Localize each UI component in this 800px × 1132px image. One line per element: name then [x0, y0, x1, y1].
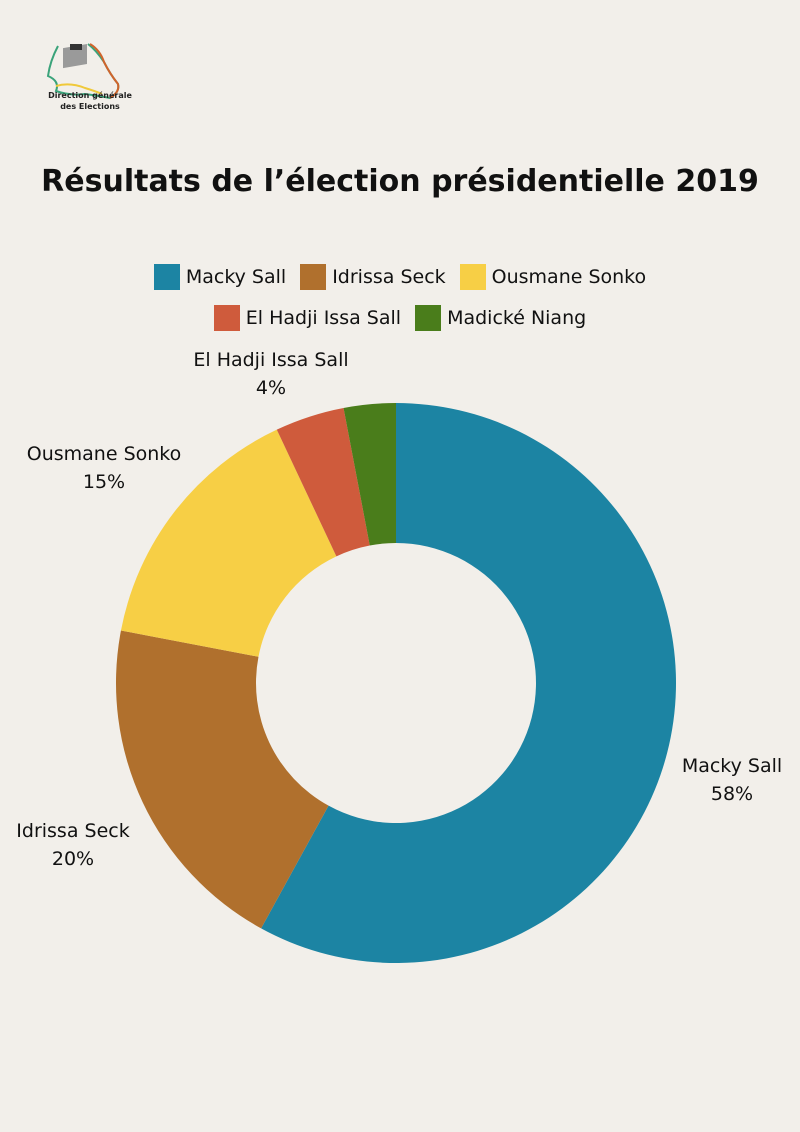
legend-item: El Hadji Issa Sall — [213, 305, 402, 331]
data-label: Macky Sall 58% — [682, 752, 782, 808]
data-label: Ousmane Sonko 15% — [27, 440, 182, 496]
logo-text-line: des Elections — [60, 102, 120, 111]
data-label-name: Idrissa Seck — [16, 820, 130, 842]
legend-item: Ousmane Sonko — [459, 264, 647, 290]
slice-el-hadji-issa-sall — [276, 407, 370, 557]
legend-label: Macky Sall — [185, 266, 287, 288]
slice-ousmane-sonko — [120, 429, 337, 657]
data-label-value: 20% — [51, 848, 95, 870]
chart-title: Résultats de l’élection présidentielle 2… — [41, 164, 759, 199]
legend-swatch — [153, 264, 180, 290]
legend-item: Madické Niang — [415, 305, 586, 331]
data-label: Idrissa Seck 20% — [16, 817, 129, 873]
data-label: El Hadji Issa Sall 4% — [193, 346, 348, 402]
legend-item: Idrissa Seck — [300, 264, 446, 290]
slice-macky-sall — [261, 403, 677, 964]
legend-label: Madické Niang — [447, 307, 587, 329]
slice-madické-niang — [343, 403, 396, 546]
legend-swatch — [300, 264, 327, 290]
legend-item: Macky Sall — [153, 264, 287, 290]
legend-swatch — [213, 305, 240, 331]
data-label-value: 58% — [710, 783, 754, 805]
legend: Macky Sall Idrissa Seck Ousmane Sonko — [0, 264, 800, 290]
dge-logo — [46, 43, 120, 100]
logo-text: Direction générale des Elections — [20, 90, 160, 112]
legend-label: Ousmane Sonko — [491, 266, 647, 288]
legend-swatch — [459, 264, 486, 290]
data-label-name: Macky Sall — [681, 755, 783, 777]
legend-label: El Hadji Issa Sall — [245, 307, 402, 329]
slice-idrissa-seck — [116, 630, 329, 929]
data-label-value: 4% — [255, 377, 287, 399]
legend: El Hadji Issa Sall Madické Niang — [0, 305, 800, 331]
legend-swatch — [415, 305, 442, 331]
data-label-value: 15% — [82, 471, 126, 493]
logo-text-line: Direction générale — [48, 91, 132, 100]
legend-label: Idrissa Seck — [332, 266, 446, 288]
data-label-name: Ousmane Sonko — [26, 443, 182, 465]
data-label-name: El Hadji Issa Sall — [193, 349, 349, 371]
